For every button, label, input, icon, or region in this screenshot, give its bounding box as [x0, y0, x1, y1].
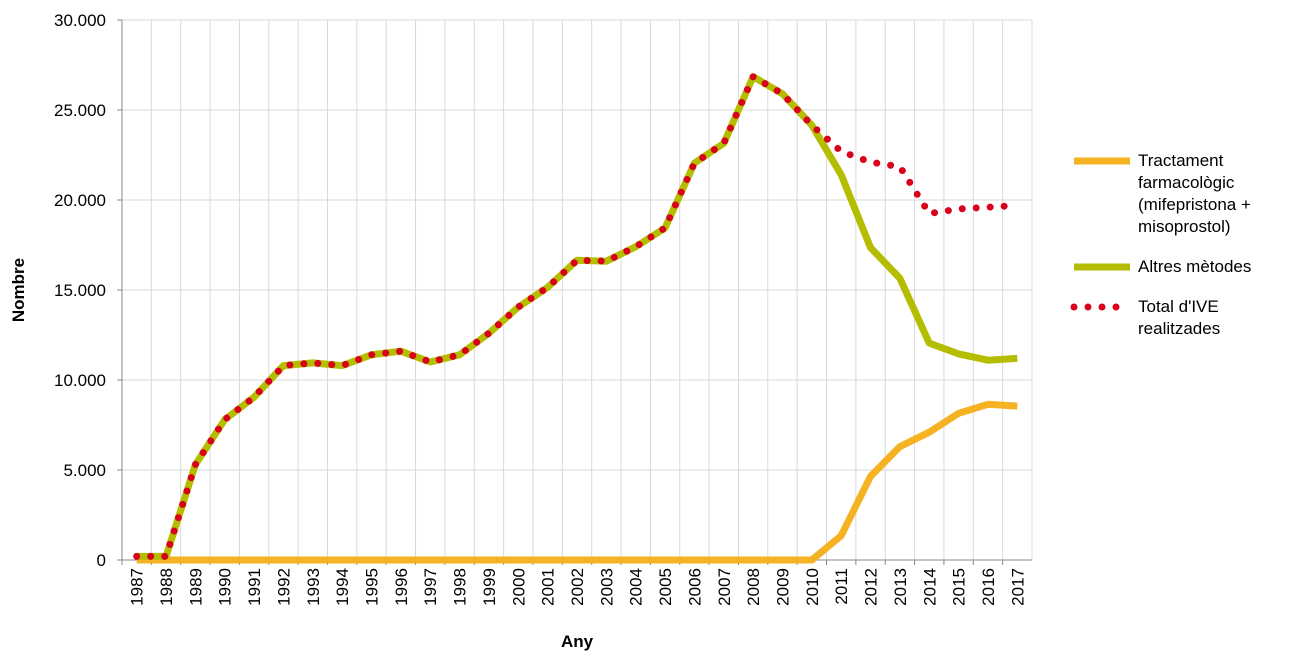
y-tick-label: 25.000: [54, 101, 106, 120]
x-tick-label: 2005: [656, 568, 675, 606]
legend-item: Altres mètodes: [1070, 256, 1278, 278]
x-tick-label: 2003: [597, 568, 616, 606]
legend-swatch: [1074, 263, 1130, 271]
x-tick-label: 1988: [157, 568, 176, 606]
x-tick-label: 2008: [744, 568, 763, 606]
x-tick-label: 1996: [392, 568, 411, 606]
legend-swatch: [1070, 303, 1134, 311]
x-tick-label: 1992: [274, 568, 293, 606]
x-tick-label: 2004: [627, 568, 646, 606]
x-tick-label: 1995: [363, 568, 382, 606]
x-tick-label: 1989: [186, 568, 205, 606]
x-tick-label: 2015: [950, 568, 969, 606]
x-tick-label: 2009: [773, 568, 792, 606]
x-tick-label: 2011: [832, 568, 851, 605]
y-tick-label: 20.000: [54, 191, 106, 210]
legend: Tractament farmacològic (mifepristona + …: [1070, 150, 1290, 358]
x-tick-label: 1998: [451, 568, 470, 606]
x-tick-label: 1987: [128, 568, 147, 606]
legend-item: Total d'IVE realitzades: [1070, 296, 1278, 340]
x-tick-label: 1993: [304, 568, 323, 606]
legend-label: Altres mètodes: [1138, 257, 1252, 276]
y-tick-label: 30.000: [54, 11, 106, 30]
legend-swatch: [1074, 157, 1130, 165]
y-tick-label: 15.000: [54, 281, 106, 300]
series-line: [136, 400, 1018, 564]
x-tick-label: 1990: [216, 568, 235, 606]
x-tick-label: 2002: [568, 568, 587, 606]
x-tick-label: 2017: [1008, 568, 1027, 606]
x-tick-label: 2007: [715, 568, 734, 606]
x-tick-label: 2010: [803, 568, 822, 606]
y-axis-title: Nombre: [9, 258, 28, 322]
x-tick-label: 2013: [891, 568, 910, 606]
x-tick-label: 1991: [245, 568, 264, 606]
legend-label: Tractament farmacològic (mifepristona + …: [1138, 151, 1251, 236]
x-axis-title: Any: [561, 632, 594, 651]
x-tick-label: 2001: [539, 568, 558, 606]
x-tick-label: 2006: [685, 568, 704, 606]
y-tick-label: 5.000: [63, 461, 106, 480]
series-line: [136, 73, 1018, 560]
x-tick-label: 1999: [480, 568, 499, 606]
y-tick-label: 10.000: [54, 371, 106, 390]
x-tick-label: 2000: [509, 568, 528, 606]
x-tick-label: 1997: [421, 568, 440, 606]
x-tick-label: 2012: [862, 568, 881, 606]
y-tick-label: 0: [97, 551, 106, 570]
legend-item: Tractament farmacològic (mifepristona + …: [1070, 150, 1278, 238]
x-tick-label: 2014: [920, 568, 939, 606]
x-tick-label: 2016: [979, 568, 998, 606]
x-tick-label: 1994: [333, 568, 352, 606]
legend-label: Total d'IVE realitzades: [1138, 297, 1221, 338]
